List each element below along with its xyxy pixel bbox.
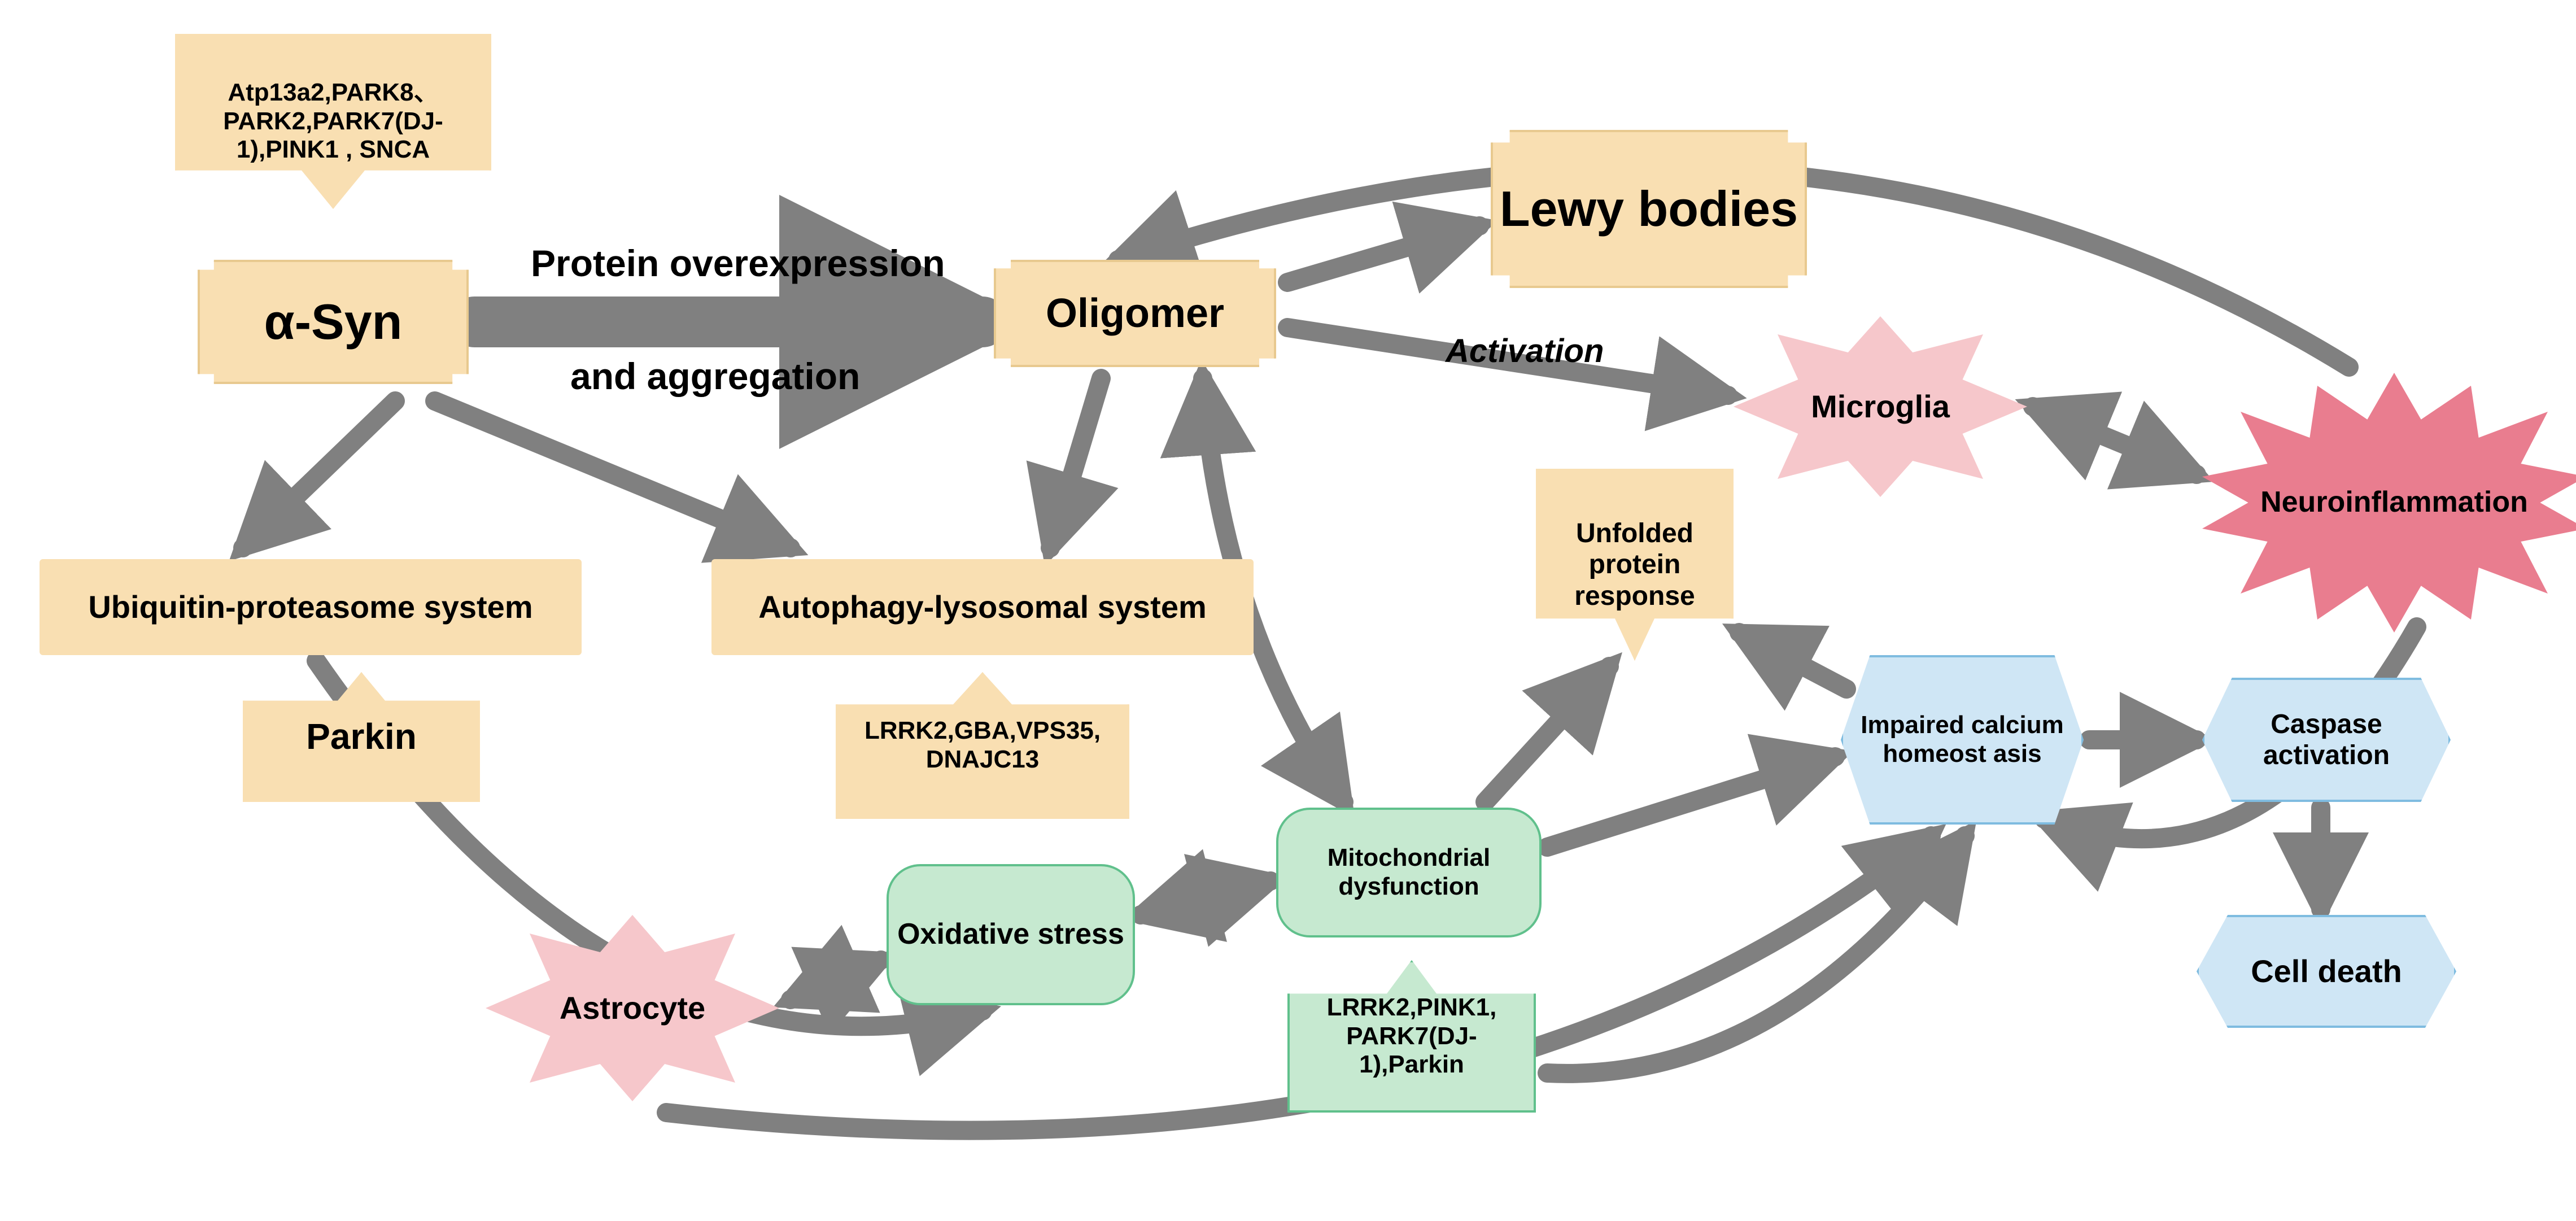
- node-impaired-calcium: Impaired calcium homeost asis: [1841, 655, 2084, 825]
- label-and-aggregation: and aggregation: [570, 356, 860, 397]
- node-mito-genes-label: LRRK2,PINK1, PARK7(DJ-1),Parkin: [1290, 990, 1534, 1083]
- node-cell-death-label: Cell death: [2245, 950, 2408, 993]
- edge-asyn-ups: [243, 401, 395, 548]
- node-syn-genes: Atp13a2,PARK8、PARK2,PARK7(DJ-1),PINK1 , …: [175, 34, 491, 209]
- edge-oligomer-als: [1050, 378, 1101, 548]
- edge-ox-mito: [1141, 881, 1270, 915]
- node-als-genes-label: LRRK2,GBA,VPS35, DNAJC13: [838, 713, 1127, 777]
- node-lewy-bodies-label: Lewy bodies: [1494, 177, 1804, 241]
- node-caspase-activation: Caspase activation: [2202, 678, 2451, 802]
- node-oligomer-label: Oligomer: [1040, 287, 1230, 341]
- edge-mito-calcium: [1547, 757, 1835, 847]
- edge-mito-upr: [1485, 666, 1609, 802]
- edge-mitogenes-calcium-arc: [1547, 836, 1965, 1074]
- node-parkin-label: Parkin: [300, 713, 422, 761]
- node-cell-death: Cell death: [2197, 915, 2456, 1028]
- node-impaired-calcium-label: Impaired calcium homeost asis: [1843, 708, 2081, 771]
- node-mito-genes: LRRK2,PINK1, PARK7(DJ-1),Parkin: [1287, 960, 1536, 1113]
- edge-oligomer-lewy: [1287, 226, 1479, 282]
- edge-asyn-als: [435, 401, 791, 548]
- node-autophagy-lysosomal-label: Autophagy-lysosomal system: [753, 586, 1212, 629]
- node-syn-genes-label: Atp13a2,PARK8、PARK2,PARK7(DJ-1),PINK1 , …: [177, 75, 489, 168]
- label-activation: Activation: [1446, 333, 1604, 369]
- node-ubiquitin-proteasome-label: Ubiquitin-proteasome system: [82, 586, 538, 629]
- node-mitochondrial-dysfunction: Mitochondrial dysfunction: [1276, 808, 1542, 937]
- edge-microglia-neuroinf: [2033, 407, 2197, 474]
- node-autophagy-lysosomal: Autophagy-lysosomal system: [711, 559, 1254, 655]
- node-microglia-label: Microglia: [1805, 385, 1955, 428]
- node-parkin: Parkin: [243, 672, 480, 802]
- node-oligomer: Oligomer: [994, 260, 1276, 367]
- node-astrocyte: Astrocyte: [486, 915, 779, 1101]
- edge-calcium-upr: [1739, 633, 1846, 689]
- node-lewy-bodies: Lewy bodies: [1491, 130, 1807, 288]
- node-neuroinflammation: Neuroinflammation: [2202, 373, 2576, 633]
- node-astrocyte-label: Astrocyte: [554, 987, 711, 1030]
- node-ubiquitin-proteasome: Ubiquitin-proteasome system: [40, 559, 582, 655]
- label-protein-overexpression: Protein overexpression: [531, 243, 945, 284]
- node-caspase-label: Caspase activation: [2204, 705, 2448, 774]
- node-neuroinflammation-label: Neuroinflammation: [2255, 482, 2534, 523]
- node-alpha-syn-label: α-Syn: [259, 290, 408, 354]
- diagram-stage: Protein overexpression and aggregation A…: [0, 0, 2576, 1221]
- node-mito-label: Mitochondrial dysfunction: [1278, 840, 1539, 904]
- node-als-genes: LRRK2,GBA,VPS35, DNAJC13: [836, 672, 1129, 819]
- node-alpha-syn: α-Syn: [198, 260, 469, 384]
- node-microglia: Microglia: [1734, 316, 2027, 497]
- node-oxidative-stress: Oxidative stress: [887, 864, 1135, 1005]
- edge-astro-ox: [791, 960, 881, 1000]
- node-unfolded-protein-response: Unfolded protein response: [1536, 469, 1734, 661]
- node-upr-label: Unfolded protein response: [1538, 514, 1731, 615]
- node-oxidative-stress-label: Oxidative stress: [892, 914, 1130, 955]
